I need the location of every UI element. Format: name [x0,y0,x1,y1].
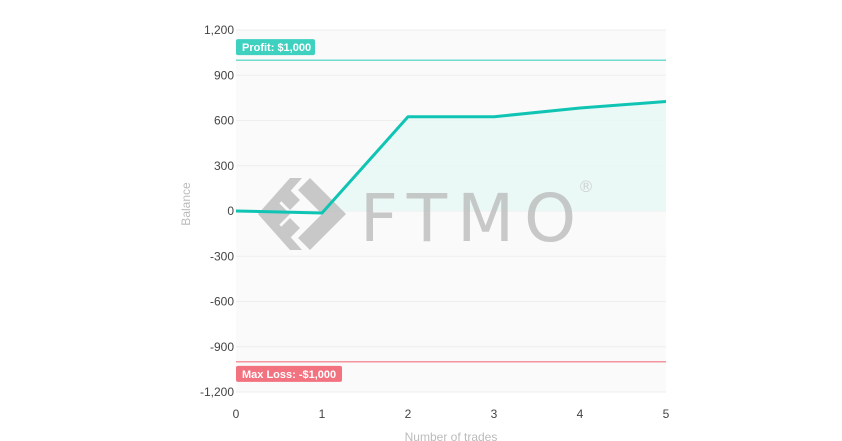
x-tick-label: 5 [663,407,670,421]
registered-mark: ® [578,177,594,196]
y-tick-label: 600 [214,114,234,128]
profit-target-label: Profit: $1,000 [236,39,315,56]
y-tick-label: 0 [227,204,234,218]
x-tick-label: 0 [233,407,240,421]
x-tick-label: 1 [319,407,326,421]
y-axis-ticks: 1,200 900 600 300 0 -300 -600 -900 -1,200 [200,23,234,399]
badge-text: Profit: $1,000 [242,42,311,54]
balance-series-line [235,99,667,215]
y-tick-label: -300 [210,249,234,263]
y-tick-label: -600 [210,295,234,309]
y-tick-label: 900 [214,68,234,82]
y-axis-title: Balance [179,182,193,226]
x-axis-title: Number of trades [405,430,498,441]
max-loss-label: Max Loss: -$1,000 [236,365,342,382]
y-tick-label: 1,200 [204,23,234,37]
badge-text: Max Loss: -$1,000 [242,369,336,381]
ftmo-watermark: FTMO ® [258,177,594,257]
x-tick-label: 3 [491,407,498,421]
balance-area-fill [236,101,666,213]
y-tick-label: 300 [214,159,234,173]
y-tick-label: -900 [210,340,234,354]
x-tick-label: 4 [577,407,584,421]
y-tick-label: -1,200 [200,385,234,399]
x-axis-ticks: 0 1 2 3 4 5 [233,407,670,421]
watermark-text: FTMO [360,180,586,257]
x-tick-label: 2 [405,407,412,421]
